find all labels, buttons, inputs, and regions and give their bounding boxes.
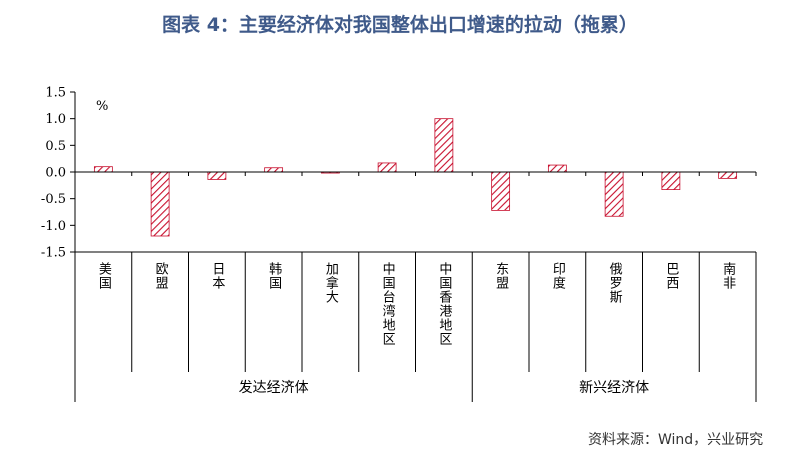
y-tick-label: 1.5 [45, 86, 66, 101]
y-axis: 1.5 1.0 0.5 0.0 -0.5 -1.0 -1.5 [41, 86, 76, 402]
unit-label: % [96, 99, 108, 114]
bar [547, 164, 567, 173]
category-label: 中国台湾地区 [380, 262, 396, 346]
category-label: 日本 [209, 262, 225, 290]
bar [150, 171, 170, 237]
y-tick-label: 0.0 [45, 166, 66, 181]
bar [377, 162, 397, 173]
category-labels: 美国 欧盟 日本 韩国 加拿大 中国台湾地区 中国香港地区 东盟 印度 俄罗斯 巴西 南非 [96, 261, 736, 346]
category-label: 南非 [720, 261, 736, 290]
group-label: 新兴经济体 [579, 380, 649, 396]
category-label: 中国香港地区 [436, 262, 452, 346]
category-label: 东盟 [493, 262, 509, 290]
category-label: 韩国 [266, 262, 282, 290]
category-label: 美国 [96, 262, 112, 290]
chart-title: 图表 4：主要经济体对我国整体出口增速的拉动（拖累） [162, 14, 638, 36]
bar [93, 166, 113, 173]
bar [434, 118, 454, 173]
category-label: 印度 [550, 262, 566, 290]
bar [207, 171, 227, 180]
bar [491, 171, 511, 211]
category-label: 巴西 [663, 262, 679, 290]
bar [661, 171, 681, 191]
category-label: 俄罗斯 [607, 262, 623, 304]
y-tick-label: -1.5 [41, 246, 66, 261]
bar [604, 171, 624, 217]
bar [264, 167, 284, 173]
category-label: 加拿大 [323, 262, 339, 304]
x-axis [75, 171, 757, 402]
group-label: 发达经济体 [239, 380, 309, 396]
y-tick-label: 0.5 [45, 139, 66, 154]
group-labels: 发达经济体 新兴经济体 [239, 380, 650, 396]
category-label: 欧盟 [153, 262, 169, 290]
bars [93, 118, 738, 237]
y-tick-label: -1.0 [41, 219, 66, 234]
y-tick-label: -0.5 [41, 192, 66, 207]
y-tick-label: 1.0 [45, 112, 66, 127]
source-note: 资料来源：Wind，兴业研究 [588, 432, 764, 448]
bar [718, 171, 738, 179]
